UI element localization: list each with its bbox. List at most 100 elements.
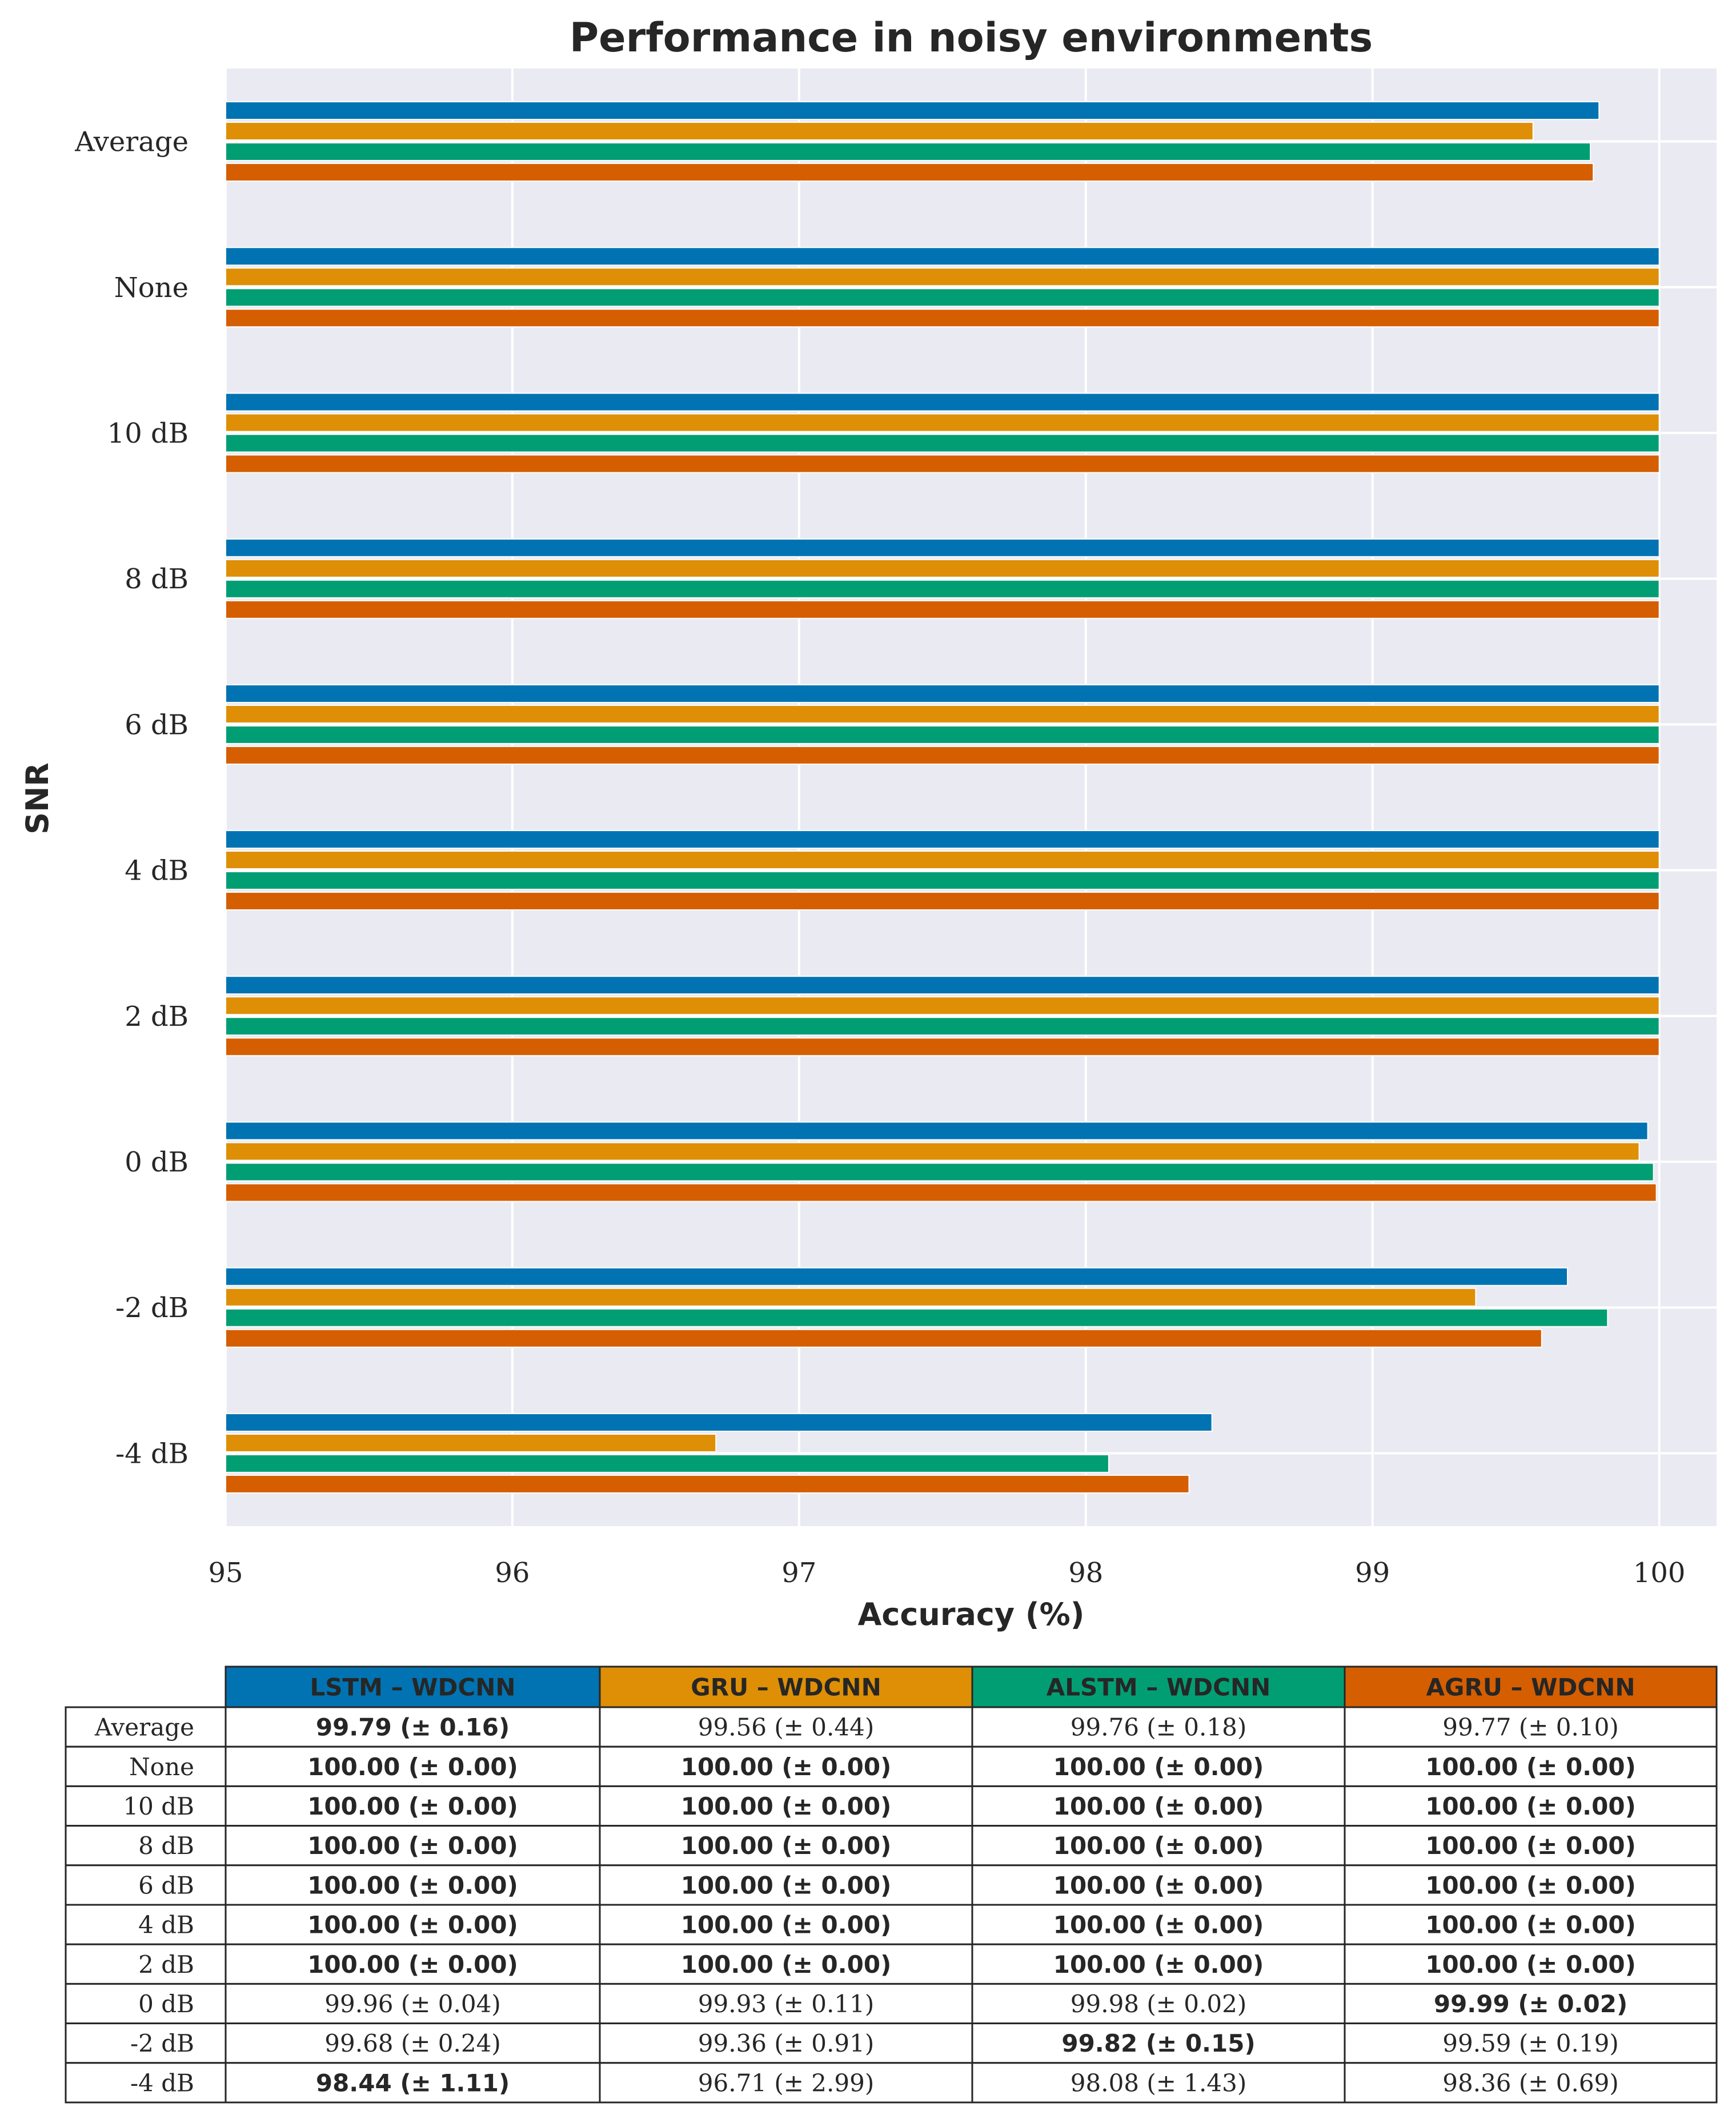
table-cell-value: 100.00 (± 0.00) — [307, 1792, 518, 1820]
table-cell-value: 99.76 (± 0.18) — [1071, 1713, 1246, 1741]
bar — [225, 704, 1660, 724]
table-cell-value: 100.00 (± 0.00) — [307, 1951, 518, 1978]
bar — [225, 308, 1660, 328]
table-cell-value: 100.00 (± 0.00) — [1053, 1951, 1264, 1978]
table-cell-value: 99.79 (± 0.16) — [316, 1713, 510, 1741]
table-cell-value: 100.00 (± 0.00) — [681, 1792, 892, 1820]
table-cell-value: 100.00 (± 0.00) — [1425, 1792, 1636, 1820]
table-header-label: LSTM – WDCNN — [310, 1673, 515, 1701]
table-cell-value: 100.00 (± 0.00) — [1053, 1911, 1264, 1939]
table-header-cell — [599, 1665, 973, 1708]
y-tick-label: 6 dB — [125, 709, 189, 741]
table-cell — [971, 1864, 1346, 1906]
table-cell — [971, 2022, 1346, 2064]
table-cell — [224, 1864, 601, 1906]
bar — [225, 871, 1660, 890]
bar — [225, 247, 1660, 266]
table-cell-value: 99.77 (± 0.10) — [1442, 1713, 1618, 1741]
table-cell-value: 99.98 (± 0.02) — [1071, 1990, 1246, 2018]
table-cell — [224, 2062, 601, 2104]
y-axis-ticks: Average None 10 dB 8 dB 6 dB 4 dB 2 dB 0 dB -2 d… — [74, 126, 189, 1470]
x-tick-label: 98 — [1068, 1557, 1103, 1589]
x-axis-label: Accuracy (%) — [858, 1596, 1085, 1632]
bar — [225, 1329, 1542, 1348]
table-cell — [1344, 1943, 1718, 1985]
table-cell-value: 100.00 (± 0.00) — [1053, 1753, 1264, 1781]
bar — [225, 725, 1660, 744]
table-header-cell — [971, 1665, 1346, 1708]
bar — [225, 142, 1591, 162]
table-row-label-cell — [65, 1904, 227, 1945]
table-row-label: -2 dB — [130, 2029, 194, 2057]
y-tick-label: 8 dB — [125, 563, 189, 595]
bar — [225, 745, 1660, 765]
table-cell — [599, 1904, 973, 1945]
y-axis-label: SNR — [19, 762, 55, 834]
bar — [225, 413, 1660, 432]
bar — [225, 1121, 1649, 1141]
bar — [225, 996, 1660, 1016]
table-cell-value: 99.93 (± 0.11) — [698, 1990, 874, 2018]
table-cell-value: 99.82 (± 0.15) — [1061, 2029, 1255, 2057]
bar — [225, 1433, 717, 1452]
x-tick-label: 100 — [1633, 1557, 1686, 1589]
y-tick-label: Average — [74, 126, 189, 158]
table-cell-value: 100.00 (± 0.00) — [307, 1911, 518, 1939]
bar — [225, 1142, 1640, 1161]
table-cell-value: 100.00 (± 0.00) — [307, 1871, 518, 1899]
x-tick-label: 95 — [208, 1557, 243, 1589]
table-cell — [599, 2062, 973, 2104]
x-tick-label: 96 — [495, 1557, 530, 1589]
bar — [225, 122, 1534, 141]
table-cell — [224, 1706, 601, 1748]
bar — [225, 288, 1660, 307]
table-cell — [599, 1943, 973, 1985]
table-cell — [599, 1706, 973, 1748]
bar — [225, 579, 1660, 599]
table-row-label: 8 dB — [138, 1832, 194, 1860]
table-row-label: -4 dB — [130, 2069, 194, 2097]
bar — [225, 1267, 1568, 1286]
bar — [225, 600, 1660, 619]
table-cell-value: 100.00 (± 0.00) — [1425, 1832, 1636, 1860]
table-row-label: 4 dB — [138, 1911, 194, 1939]
chart-title: Performance in noisy environments — [570, 14, 1373, 61]
table-cell-value: 100.00 (± 0.00) — [1425, 1753, 1636, 1781]
table-cell — [971, 1825, 1346, 1867]
table-cell-value: 100.00 (± 0.00) — [1053, 1792, 1264, 1820]
bar — [225, 1308, 1609, 1327]
table-header-label: GRU – WDCNN — [691, 1673, 881, 1701]
table-row-label: 6 dB — [138, 1871, 194, 1899]
table-cell-value: 98.36 (± 0.69) — [1442, 2069, 1618, 2097]
y-tick-label: 2 dB — [125, 1001, 189, 1033]
bar — [225, 850, 1660, 870]
table-cell — [1344, 1745, 1718, 1787]
table-row-label-cell — [65, 2062, 227, 2104]
table-cell-value: 99.59 (± 0.19) — [1442, 2029, 1618, 2057]
bar — [225, 1474, 1190, 1494]
table-cell — [599, 1864, 973, 1906]
table-cell-value: 100.00 (± 0.00) — [1425, 1951, 1636, 1978]
table-cell-value: 100.00 (± 0.00) — [1053, 1832, 1264, 1860]
bar — [225, 101, 1600, 121]
bar — [225, 1017, 1660, 1036]
table-cell — [1344, 1982, 1718, 2025]
table-cell-value: 96.71 (± 2.99) — [698, 2069, 874, 2097]
table-cell-value: 100.00 (± 0.00) — [1053, 1871, 1264, 1899]
bar — [225, 559, 1660, 578]
y-tick-label: 4 dB — [125, 855, 189, 887]
table-cell-value: 100.00 (± 0.00) — [1425, 1911, 1636, 1939]
table-cell — [1344, 1785, 1718, 1827]
table-cell-value: 99.56 (± 0.44) — [698, 1713, 874, 1741]
table-header-label: AGRU – WDCNN — [1426, 1673, 1635, 1701]
table-header-cell — [1344, 1665, 1718, 1708]
bar — [225, 892, 1660, 911]
x-tick-label: 97 — [781, 1557, 816, 1589]
table-cell — [971, 1745, 1346, 1787]
table-cell — [1344, 1904, 1718, 1945]
results-table: LSTM – WDCNN GRU – WDCNN ALSTM – WDCNN AGRU… — [65, 1665, 1718, 2104]
bar — [225, 538, 1660, 557]
y-tick-label: 0 dB — [125, 1146, 189, 1178]
table-cell-value: 100.00 (± 0.00) — [1425, 1871, 1636, 1899]
